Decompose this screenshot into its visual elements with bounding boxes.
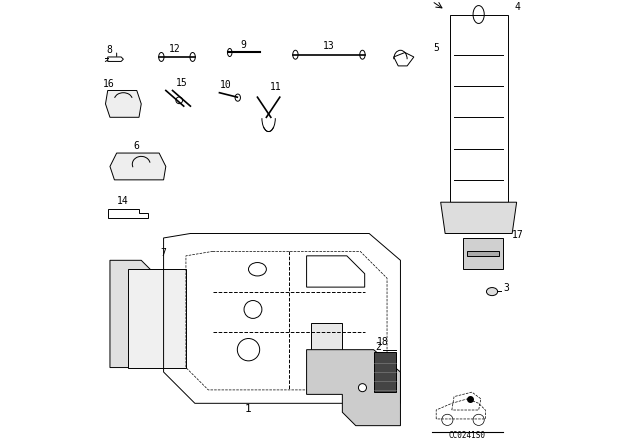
Text: 7: 7 bbox=[161, 248, 166, 258]
Bar bbox=[450, 14, 508, 202]
Text: CC0241S0: CC0241S0 bbox=[449, 431, 486, 440]
Polygon shape bbox=[110, 260, 159, 367]
Text: 16: 16 bbox=[103, 79, 115, 89]
Text: 13: 13 bbox=[323, 41, 335, 51]
Text: 2: 2 bbox=[375, 342, 381, 352]
Ellipse shape bbox=[486, 288, 498, 296]
Polygon shape bbox=[441, 202, 516, 233]
Polygon shape bbox=[374, 352, 396, 392]
Polygon shape bbox=[128, 269, 186, 367]
Text: 12: 12 bbox=[169, 44, 180, 55]
Text: 14: 14 bbox=[116, 196, 129, 207]
Polygon shape bbox=[110, 153, 166, 180]
Polygon shape bbox=[467, 251, 499, 256]
Polygon shape bbox=[463, 238, 503, 269]
Polygon shape bbox=[307, 350, 401, 426]
Text: 8: 8 bbox=[106, 45, 112, 55]
Text: 6: 6 bbox=[134, 141, 140, 151]
Polygon shape bbox=[106, 90, 141, 117]
Text: 9: 9 bbox=[240, 40, 246, 50]
Text: 1: 1 bbox=[245, 404, 252, 414]
Text: 11: 11 bbox=[269, 82, 281, 92]
Ellipse shape bbox=[358, 383, 367, 392]
Text: 3: 3 bbox=[503, 283, 509, 293]
Text: 5: 5 bbox=[433, 43, 439, 53]
Polygon shape bbox=[311, 323, 342, 367]
Text: 18: 18 bbox=[377, 337, 388, 347]
Text: 15: 15 bbox=[175, 78, 188, 88]
Text: 4: 4 bbox=[515, 2, 520, 12]
Text: 17: 17 bbox=[512, 230, 524, 240]
Text: 10: 10 bbox=[220, 80, 232, 90]
